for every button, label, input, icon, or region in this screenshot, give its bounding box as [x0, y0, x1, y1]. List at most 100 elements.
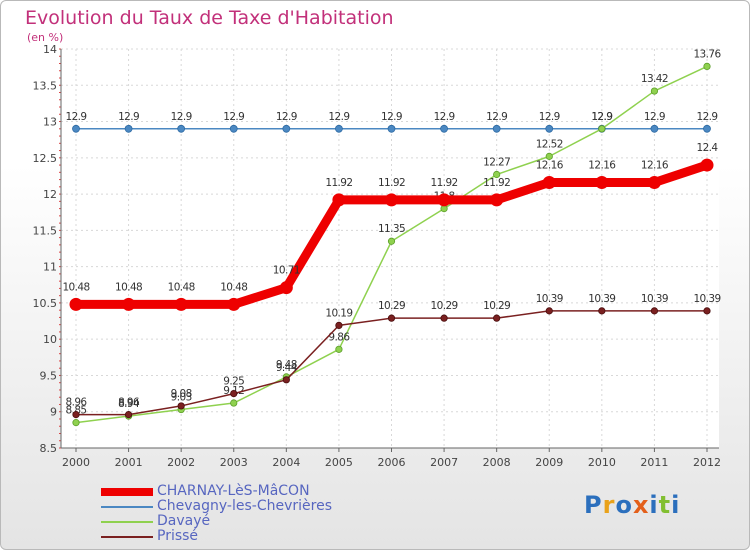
data-label: 9.86 [328, 331, 350, 343]
data-label: 11.92 [483, 177, 510, 189]
data-point [72, 124, 80, 133]
data-point [69, 297, 83, 311]
data-point [227, 297, 241, 311]
plot-area [61, 49, 719, 448]
data-label: 12.16 [588, 159, 616, 171]
data-label: 12.9 [66, 111, 87, 123]
data-label: 10.29 [378, 300, 405, 312]
y-tick-label: 10 [43, 333, 57, 346]
data-label: 12.9 [591, 111, 612, 123]
logo-letter: r [602, 491, 616, 519]
data-label: 12.9 [591, 111, 612, 123]
data-point [598, 307, 606, 315]
data-point [385, 193, 398, 207]
data-point [72, 419, 80, 427]
logo-letter: x [632, 491, 650, 519]
data-label: 9.44 [276, 362, 298, 374]
data-label: 11.92 [431, 177, 458, 189]
data-point [124, 411, 133, 419]
data-point [230, 389, 238, 398]
data-point [335, 321, 343, 329]
data-label: 12.9 [434, 111, 455, 123]
logo-letter: P [584, 491, 603, 519]
data-point [650, 87, 659, 95]
y-tick-label: 11.5 [33, 224, 58, 237]
data-label: 9.03 [171, 392, 192, 404]
data-label: 10.29 [431, 300, 458, 312]
x-tick-label: 2002 [167, 456, 195, 469]
data-label: 10.71 [273, 265, 300, 277]
data-point [700, 158, 714, 172]
x-tick-label: 2012 [693, 456, 721, 469]
data-label: 12.52 [536, 138, 563, 150]
data-point [650, 124, 659, 133]
data-label: 12.9 [486, 111, 507, 123]
data-label: 11.92 [378, 177, 405, 189]
y-tick-label: 9 [50, 406, 57, 419]
data-point [703, 62, 711, 71]
data-label: 13.42 [641, 73, 668, 85]
x-tick-label: 2010 [588, 456, 616, 469]
y-tick-label: 9.5 [40, 369, 58, 382]
data-point [598, 125, 606, 133]
data-point [703, 307, 711, 315]
legend-label-charnay: CHARNAY-LèS-MâCON [157, 483, 310, 499]
data-point [124, 124, 133, 133]
data-point [332, 193, 346, 207]
data-point [545, 152, 553, 160]
legend-swatch-charnay [101, 488, 153, 496]
x-tick-label: 2011 [640, 456, 668, 469]
logo-letter: o [615, 491, 633, 519]
y-tick-label: 10.5 [33, 297, 58, 310]
data-point [279, 281, 293, 295]
data-point [335, 124, 343, 133]
data-point [437, 193, 451, 207]
data-label: 10.19 [325, 307, 352, 319]
data-label: 10.39 [588, 293, 615, 305]
data-point [490, 193, 504, 207]
data-point [703, 124, 711, 133]
data-label: 11.92 [325, 177, 352, 189]
data-point [72, 411, 80, 419]
data-point [387, 314, 396, 322]
data-label: 12.27 [483, 157, 510, 169]
data-label: 10.39 [536, 293, 563, 305]
data-point [492, 124, 501, 133]
logo-letter: t [658, 491, 672, 519]
y-tick-label: 13 [43, 116, 57, 129]
y-tick-label: 12.5 [33, 152, 58, 165]
legend-label-chevagny: Chevagny-les-Chevrières [157, 498, 332, 514]
x-tick-label: 2007 [430, 456, 458, 469]
x-tick-label: 2004 [272, 456, 300, 469]
data-point [174, 297, 188, 311]
data-point [387, 237, 396, 245]
data-label: 9.08 [171, 388, 192, 400]
data-point [282, 376, 290, 384]
data-label: 8.96 [118, 397, 140, 409]
data-label: 8.85 [66, 405, 87, 417]
proxiti-logo: Proxiti [584, 491, 680, 519]
data-label: 10.48 [115, 281, 142, 293]
legend-swatch-prisse [101, 536, 153, 538]
data-point [595, 175, 609, 189]
data-label: 8.94 [118, 398, 140, 410]
x-tick-label: 2000 [62, 456, 90, 469]
data-label: 9.25 [223, 376, 244, 388]
data-point [177, 402, 185, 410]
data-label: 10.39 [693, 293, 720, 305]
data-point [177, 124, 186, 133]
data-label: 9.48 [276, 359, 297, 371]
data-point [440, 314, 448, 322]
data-label: 12.16 [641, 159, 669, 171]
y-axis-unit-label: (en %) [27, 31, 64, 44]
data-label: 13.76 [693, 48, 721, 60]
y-tick-label: 13.5 [33, 79, 58, 92]
y-tick-label: 14 [43, 43, 57, 56]
x-tick-label: 2008 [483, 456, 511, 469]
data-label: 8.96 [66, 397, 88, 409]
data-point [542, 175, 556, 189]
logo-letter: i [649, 491, 659, 519]
data-label: 12.9 [171, 111, 192, 123]
y-tick-label: 8.5 [40, 442, 58, 455]
data-label: 10.39 [641, 293, 668, 305]
